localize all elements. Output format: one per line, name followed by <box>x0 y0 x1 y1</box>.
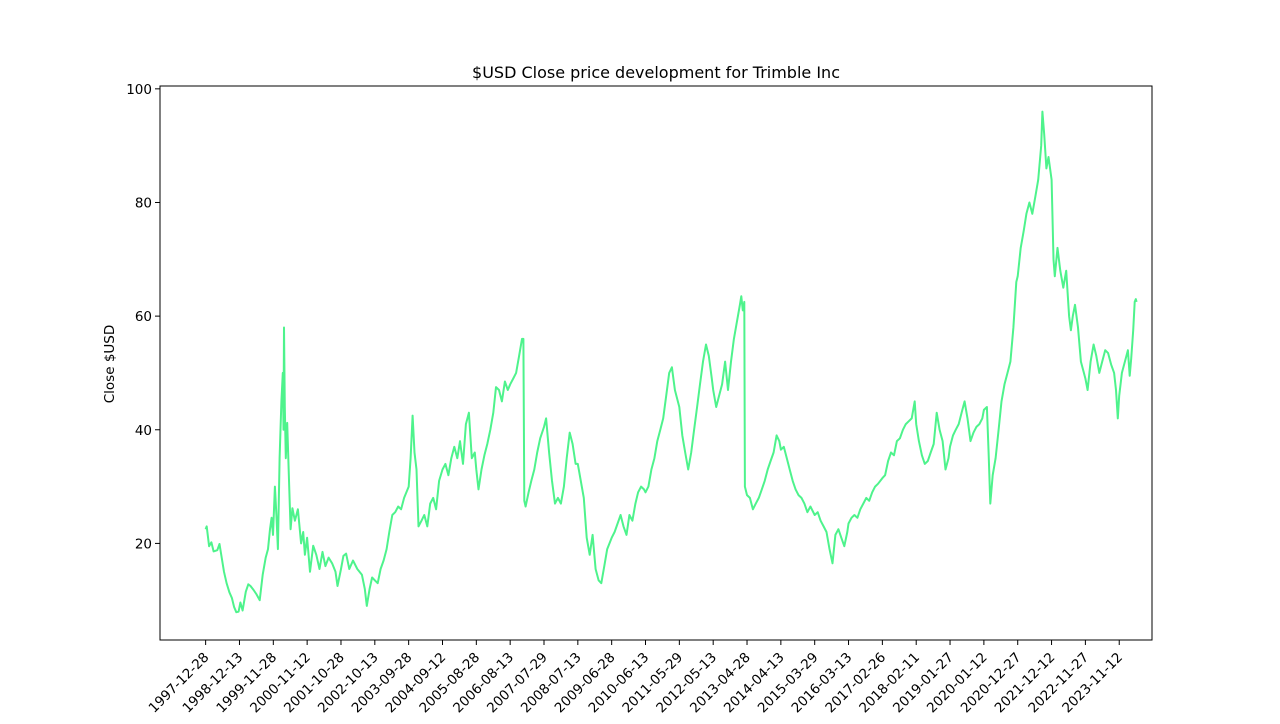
y-tick-label: 20 <box>135 536 152 552</box>
plot-frame <box>159 85 1153 641</box>
y-tick-label: 100 <box>126 82 152 98</box>
close-price-line <box>204 110 1138 614</box>
y-axis-label: Close $USD <box>102 325 118 404</box>
y-axis-ticks: 20 40 60 80 100 <box>126 82 160 552</box>
y-tick-label: 60 <box>135 309 152 325</box>
plot-area <box>204 110 1138 614</box>
y-tick-label: 40 <box>135 423 152 439</box>
x-axis-ticks: 1997-12-281998-12-131999-11-282000-11-12… <box>146 640 1126 716</box>
chart-title: $USD Close price development for Trimble… <box>472 63 840 82</box>
y-tick-label: 80 <box>135 195 152 211</box>
